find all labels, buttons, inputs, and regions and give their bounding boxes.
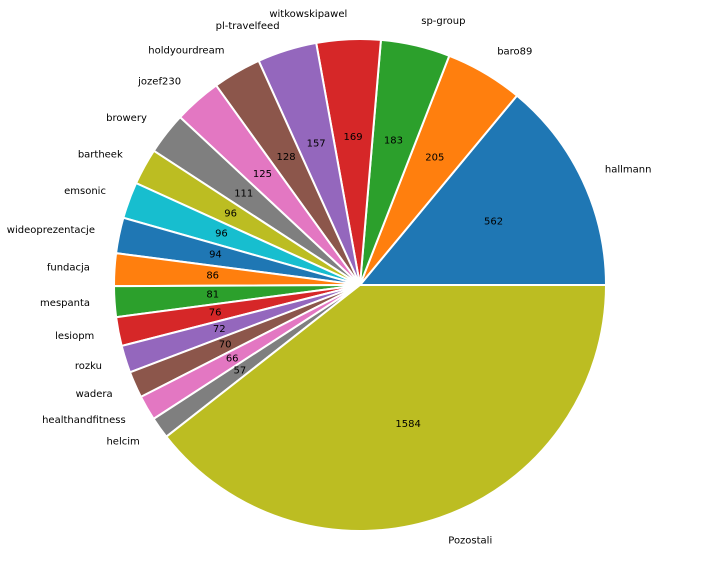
slice-value-label-jozef230: 125 [253,169,272,180]
pie-slice-pozostali [165,284,607,532]
slice-value-label-emsonic: 96 [215,229,228,240]
slice-value-label-bartheek: 96 [224,208,237,219]
slice-category-label-fundacja: fundacja [47,263,90,274]
slice-value-label-pl-travelfeed: 157 [307,139,326,150]
slice-category-label-browery: browery [106,113,147,124]
slice-value-label-lesiopm: 76 [209,307,222,318]
slice-category-label-mespanta: mespanta [40,298,90,309]
slice-category-label-wideoprezentacje: wideoprezentacje [7,225,95,236]
slice-value-label-rozku: 72 [213,324,226,335]
slice-value-label-fundacja: 86 [206,270,219,281]
slice-value-label-healthandfitness: 66 [226,353,239,364]
slice-value-label-mespanta: 81 [206,290,219,301]
slice-category-label-healthandfitness: healthandfitness [42,415,126,426]
slice-value-label-holdyourdream: 128 [277,152,296,163]
slice-value-label-hallmann: 562 [484,217,503,228]
slice-value-label-helcim: 57 [234,365,247,376]
slice-value-label-baro89: 205 [425,152,444,163]
slice-category-label-rozku: rozku [75,361,102,372]
slice-category-label-baro89: baro89 [497,46,532,57]
slice-value-label-pozostali: 1584 [395,419,420,430]
slice-category-label-emsonic: emsonic [64,186,106,197]
pie-slice-hallmann [359,94,607,286]
slice-category-label-holdyourdream: holdyourdream [148,45,224,56]
pie-wedges [112,38,607,532]
slice-category-label-witkowskipawel: witkowskipawel [269,9,347,20]
slice-value-label-witkowskipawel: 169 [344,132,363,143]
slice-category-label-pozostali: Pozostali [448,535,492,546]
pie-category-labels: hallmann baro89 sp-group witkowskipawelpl-t… [7,9,652,546]
slice-value-label-sp-group: 183 [384,136,403,147]
slice-category-label-lesiopm: lesiopm [55,331,94,342]
slice-value-label-wideoprezentacje: 94 [209,250,222,261]
slice-category-label-jozef230: jozef230 [137,77,181,88]
slice-value-label-wadera: 70 [219,339,232,350]
slice-category-label-bartheek: bartheek [78,149,123,160]
slice-value-label-browery: 111 [234,189,253,200]
slice-category-label-pl-travelfeed: pl-travelfeed [216,21,280,32]
slice-category-label-helcim: helcim [106,437,139,448]
slice-category-label-hallmann: hallmann [605,164,652,175]
slice-category-label-sp-group: sp-group [421,16,465,27]
slice-category-label-wadera: wadera [76,389,113,400]
